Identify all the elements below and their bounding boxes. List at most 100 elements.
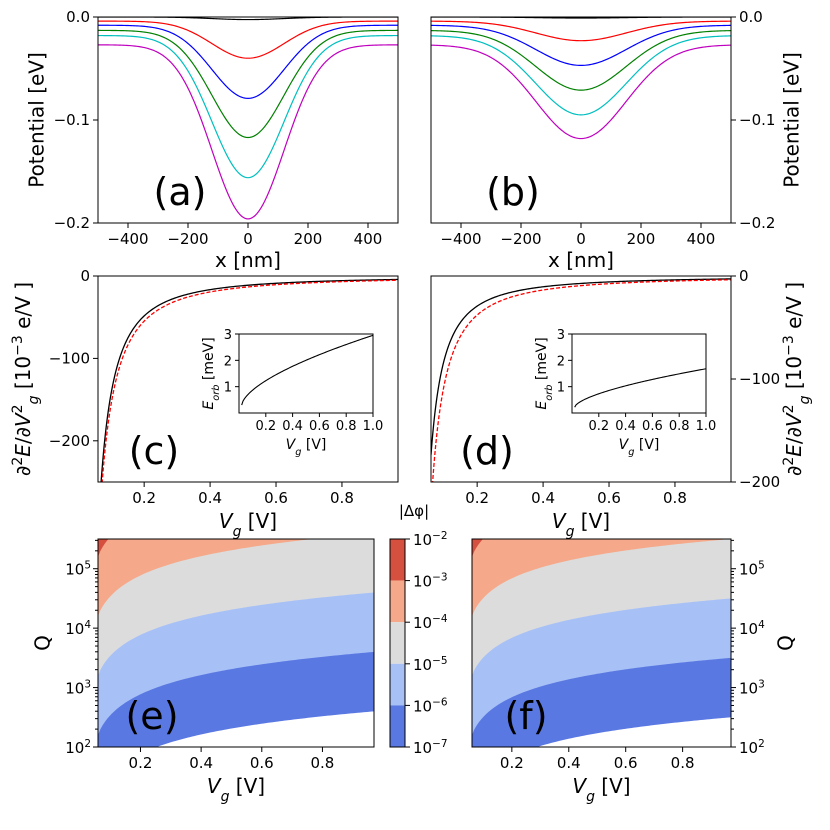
inset-x-tick-label: 0.4 [282,419,303,434]
x-tick-label: 0.6 [597,489,621,507]
y-tick-label: −0.1 [54,111,90,129]
inset-y-tick-label: 2 [224,354,232,369]
x-tick-label: 400 [354,230,383,248]
inset-y-label: Eorb [meV] [534,337,555,409]
inset-y-tick-label: 3 [224,328,232,343]
x-tick-label: 0 [243,230,253,248]
y-tick-label: 0.0 [739,8,763,26]
y-tick-label: 105 [65,560,91,579]
y-tick-label: 104 [739,619,765,638]
y-tick-label: −100 [49,349,90,367]
colorbar-segment [390,622,405,664]
series-line-curve-2 [431,20,731,42]
x-tick-label: 200 [294,230,323,248]
plot-frame [97,275,399,483]
y-tick-label: 104 [65,619,91,638]
y-tick-label: 0 [80,267,90,285]
inset-y-tick-label: 1 [557,381,565,396]
contour-band-5 [472,539,483,557]
x-tick-label: 0.8 [671,754,695,772]
x-tick-label: 0.4 [198,489,222,507]
panel-d: 0.2 0.4 0.6 0.8 0 −100 −200 Vg [V] ∂2E/∂V2g [10−… [430,267,813,540]
contour-band-3 [98,539,374,676]
inset-x-tick-label: 0.6 [309,419,330,434]
series-group [431,17,731,140]
x-axis-label: Vg [V] [552,509,610,540]
inset-frame [238,333,374,414]
panel-e: 0.2 0.4 0.6 0.8 102 103 104 105 Vg [V] Q (e) [31,538,375,805]
colorbar: 10−2 10−3 10−4 10−5 10−6 10−7 |Δφ| [389,502,448,757]
series-line-curve-5 [431,35,731,116]
y-tick-label: −0.1 [739,111,775,129]
x-tick-label: −200 [167,230,208,248]
series-line-curve-6 [431,44,731,140]
x-tick-label: 0.8 [663,489,687,507]
y-axis-label: Potential [eV] [25,52,49,188]
inset-curve [574,368,707,408]
y-axis-label: ∂2E/∂V2g [10−3 e/V ] [10,282,42,476]
x-tick-label: 0.2 [465,489,489,507]
plot-frame [97,538,375,748]
x-axis-label: Vg [V] [219,509,277,540]
x-tick-label: 0.6 [250,754,274,772]
colorbar-frame [389,538,406,748]
series-line-solid [431,278,731,455]
panel-a: −400 −200 0 200 400 0.0 −0.1 −0.2 x [nm] Potentia… [25,8,399,272]
panel-label: (d) [460,429,514,473]
series-group [100,278,398,482]
inset-y-tick-label: 3 [557,328,565,343]
inset-y-label: Eorb [meV] [201,337,222,409]
contour-band-3 [472,539,731,676]
series-line-curve-4 [98,29,398,139]
inset-curve [241,334,374,406]
colorbar-tick-label: 10−4 [413,613,448,632]
series-line-dashed [101,279,398,482]
plot-frame [430,16,732,224]
inset-frame [571,333,707,414]
inset: 0.2 0.4 0.6 0.8 1.0 1 2 3 Vg [V] Eorb [meV] [534,328,716,458]
panel-label: (a) [154,170,207,214]
y-tick-label: 103 [739,679,765,698]
inset-x-tick-label: 0.8 [669,419,690,434]
plot-frame [471,538,732,748]
series-line-curve-3 [98,24,398,99]
inset-x-tick-label: 0.2 [255,419,276,434]
colorbar-tick-label: 10−6 [413,696,448,715]
x-tick-label: 0.4 [531,489,555,507]
y-tick-label: −200 [49,432,90,450]
y-tick-label: −0.2 [739,214,775,232]
series-line-curve-2 [98,20,398,59]
x-tick-label: 200 [627,230,656,248]
x-tick-label: 0.6 [614,754,638,772]
colorbar-segment [390,705,405,747]
contour-band-4 [472,539,731,617]
y-tick-label: −200 [739,473,780,491]
inset: 0.2 0.4 0.6 0.8 1.0 1 2 3 Vg [V] Eorb [meV] [201,328,383,458]
colorbar-segment [390,580,405,623]
colorbar-tick-label: 10−5 [413,655,448,674]
colorbar-label: |Δφ| [399,502,429,520]
panel-label: (b) [486,170,540,214]
series-line-curve-3 [431,24,731,67]
series-group [431,278,731,482]
x-tick-label: 0.2 [132,489,156,507]
inset-x-tick-label: 0.8 [336,419,357,434]
y-tick-label: 103 [65,679,91,698]
contour-fills [472,539,731,747]
inset-x-tick-label: 0.2 [588,419,609,434]
y-axis-label: Potential [eV] [780,52,804,188]
inset-x-tick-label: 0.4 [615,419,636,434]
colorbar-tick-label: 10−2 [413,530,448,549]
colorbar-segment [390,663,405,706]
inset-x-tick-label: 1.0 [363,419,384,434]
x-tick-label: −400 [107,230,148,248]
x-axis-label: x [nm] [548,248,614,272]
panel-f: 0.2 0.4 0.6 0.8 102 103 104 105 Vg [V] Q (f) [471,538,798,805]
colorbar-tick-label: 10−3 [413,572,448,591]
x-axis-label: Vg [V] [207,774,265,805]
series-group [98,17,398,220]
y-axis-label: Q [31,635,55,651]
series-line-curve-5 [98,34,398,179]
x-tick-label: −400 [440,230,481,248]
inset-x-tick-label: 0.6 [642,419,663,434]
